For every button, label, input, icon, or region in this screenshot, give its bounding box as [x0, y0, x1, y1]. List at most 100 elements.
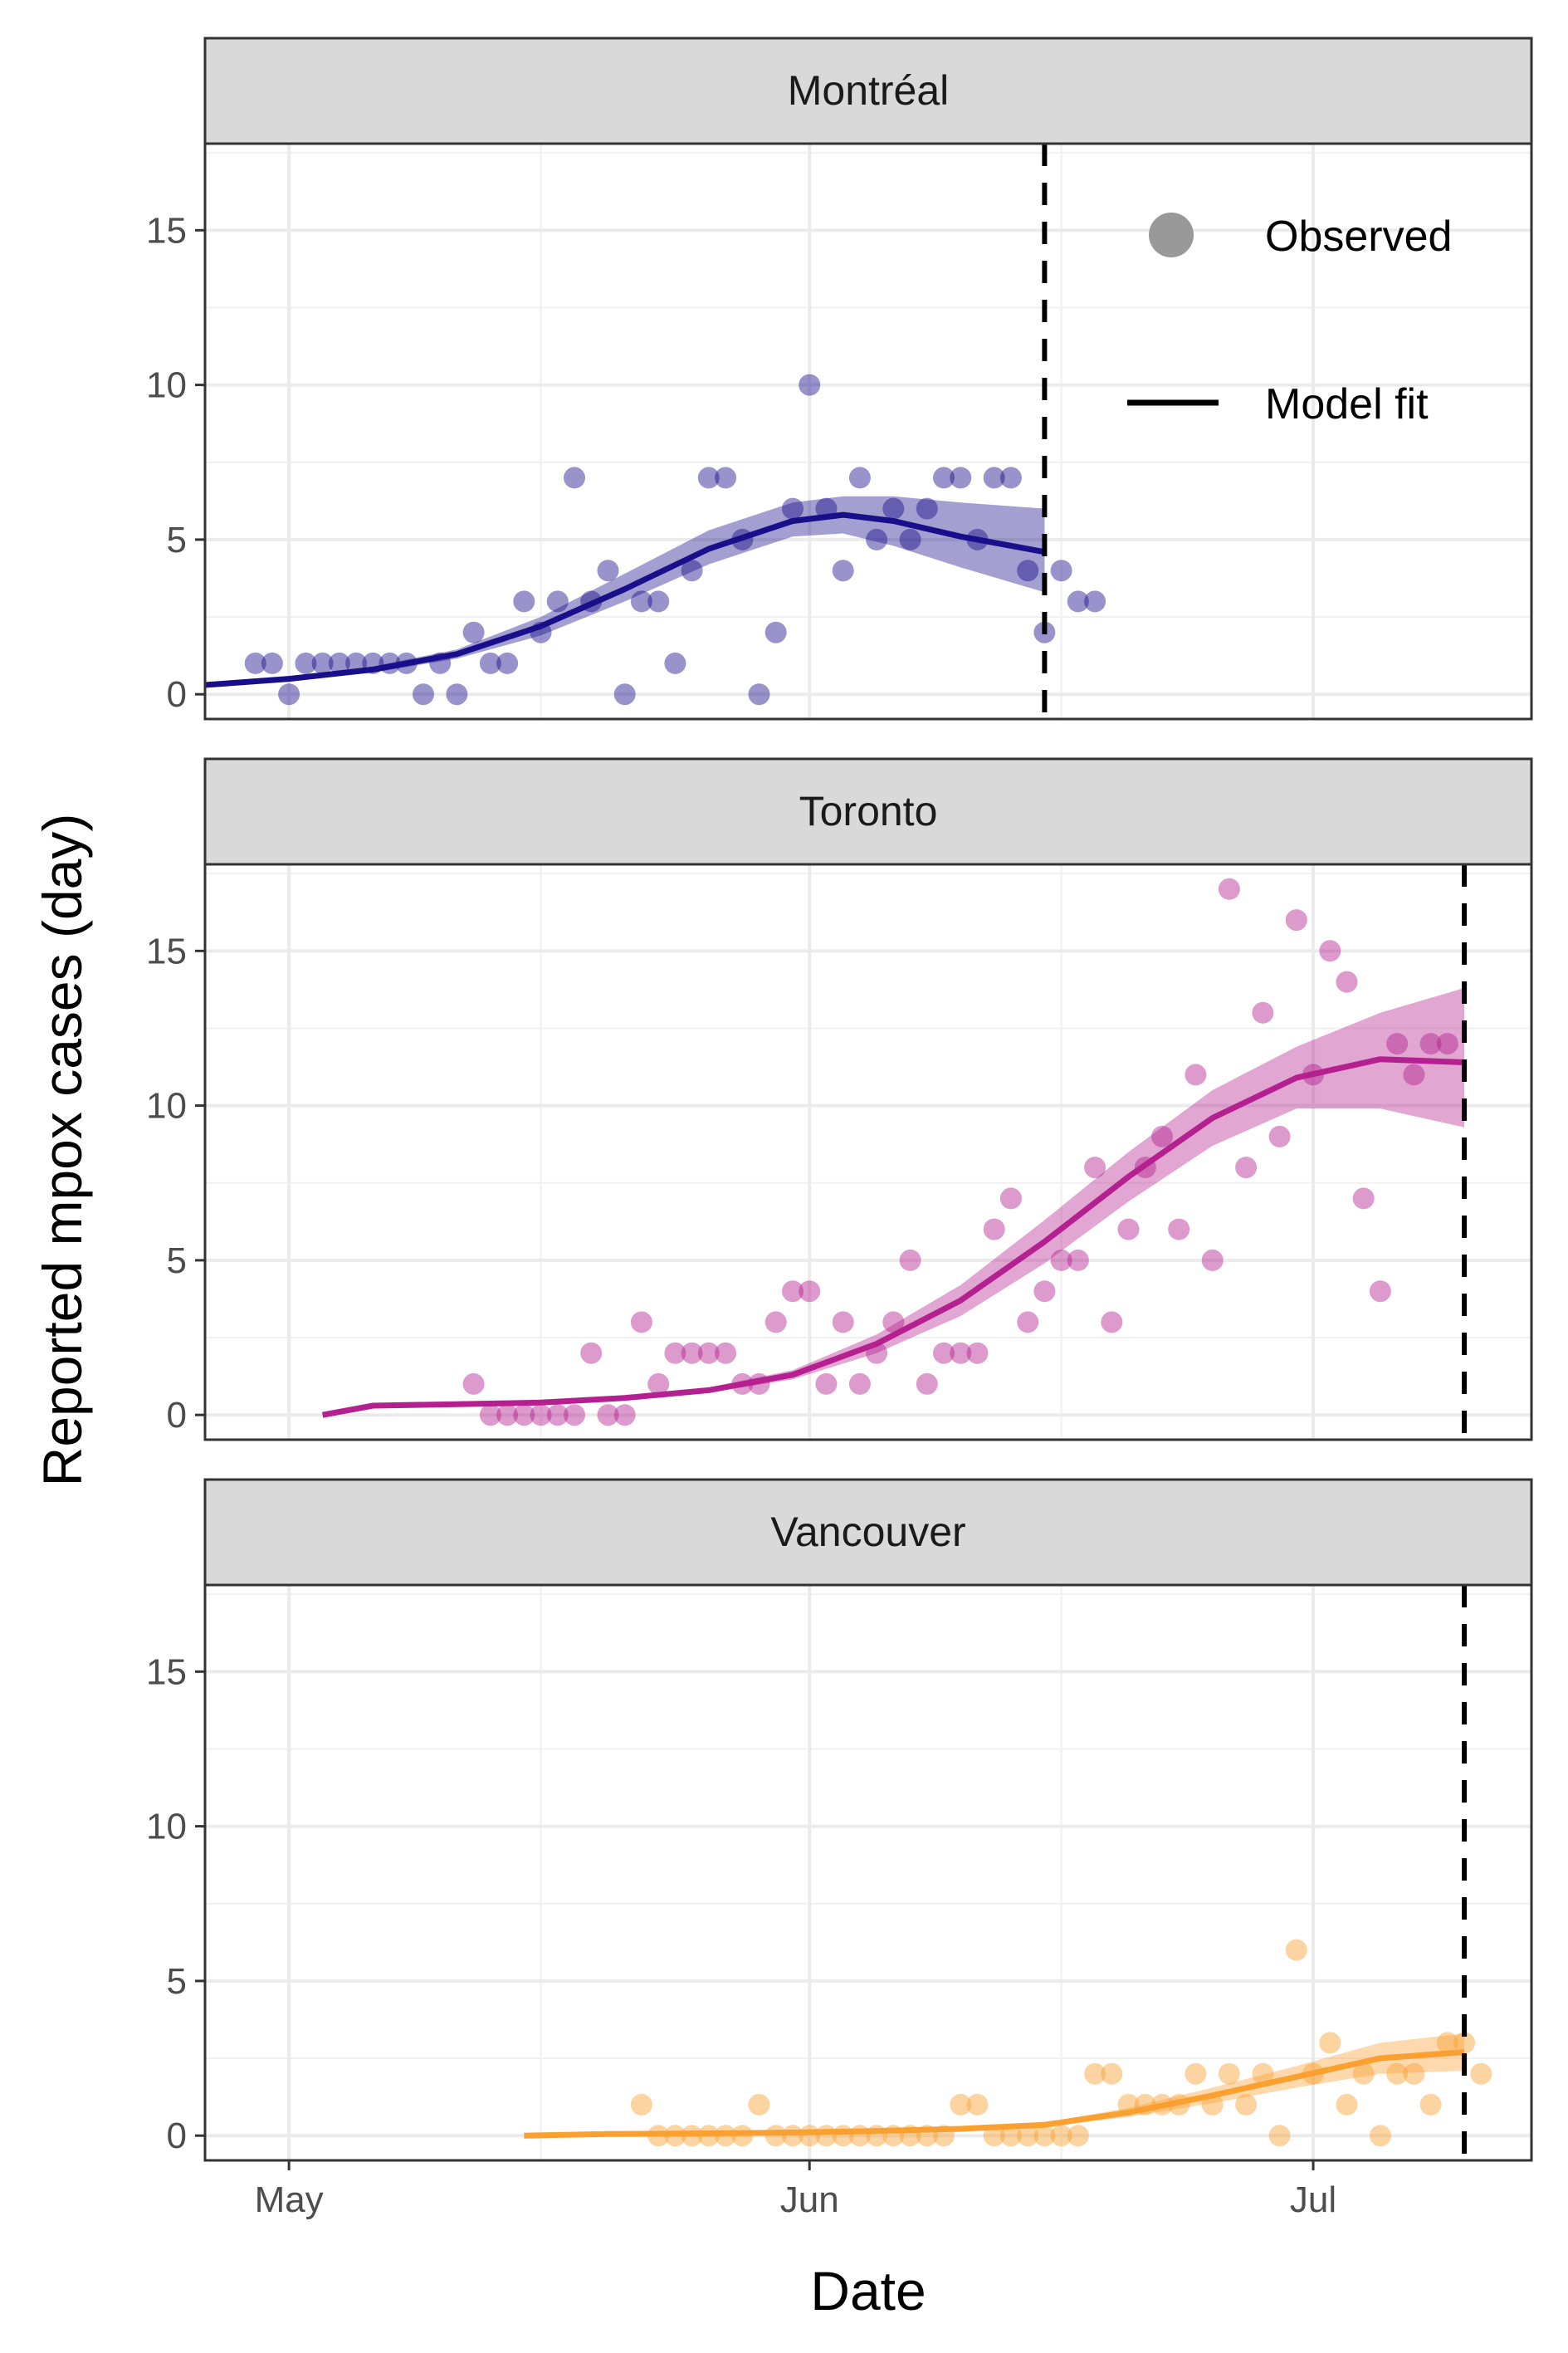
y-axis-title: Reported mpox cases (day) [32, 814, 93, 1487]
observed-point [513, 1404, 535, 1426]
observed-point [647, 590, 670, 613]
observed-point [1084, 2062, 1106, 2085]
observed-point [1017, 1311, 1039, 1333]
observed-point [1185, 2062, 1207, 2085]
observed-point [1067, 590, 1089, 613]
observed-point [899, 528, 921, 550]
observed-point [983, 467, 1005, 489]
observed-point [613, 683, 636, 706]
observed-point [479, 1404, 501, 1426]
observed-point [697, 467, 720, 489]
y-tick-label: 10 [146, 1807, 187, 1847]
observed-point [564, 1404, 585, 1426]
observed-point [999, 1187, 1022, 1210]
observed-point [832, 560, 854, 582]
observed-point [295, 652, 317, 674]
observed-point [1352, 1187, 1375, 1210]
observed-point [244, 652, 266, 674]
observed-point [1419, 2093, 1442, 2116]
observed-point [1352, 2062, 1375, 2085]
observed-point [1168, 1218, 1190, 1240]
y-tick-label: 10 [146, 365, 187, 406]
y-tick-label: 0 [167, 674, 187, 715]
observed-point [664, 652, 686, 674]
observed-point [597, 560, 619, 582]
observed-point [1268, 1125, 1291, 1147]
panel-border [203, 863, 1533, 1441]
observed-point [748, 683, 770, 706]
observed-point [899, 1249, 921, 1271]
strip-label: Vancouver [770, 1509, 965, 1555]
x-tick-label: Jul [1290, 2179, 1336, 2220]
observed-point [1369, 1280, 1391, 1303]
observed-point [1386, 1033, 1409, 1055]
observed-point [1117, 1218, 1140, 1240]
observed-point [530, 1404, 552, 1426]
observed-point [1084, 1157, 1106, 1179]
observed-point [933, 1342, 955, 1364]
observed-point [1319, 940, 1341, 962]
plot-background [205, 144, 1531, 719]
y-tick-label: 15 [146, 1651, 187, 1692]
fit-line [321, 1056, 1465, 1418]
observed-point [564, 467, 585, 489]
observed-point [1419, 1033, 1442, 1055]
fit-ribbon [322, 988, 1465, 1416]
observed-point [1033, 1280, 1056, 1303]
legend: Observed Model fit [1127, 213, 1452, 428]
observed-point [664, 1342, 686, 1364]
observed-point [815, 1372, 838, 1395]
observed-point [882, 1311, 905, 1333]
observed-point [496, 652, 519, 674]
observed-point [261, 652, 283, 674]
observed-point [966, 2093, 989, 2116]
strip-background [203, 37, 1533, 145]
observed-point [933, 467, 955, 489]
observed-point [311, 652, 334, 674]
observed-point [1050, 1249, 1072, 1271]
observed-point [1403, 2062, 1425, 2085]
strip-background [203, 757, 1533, 866]
observed-point [630, 2093, 652, 2116]
observed-point [1050, 560, 1072, 582]
y-tick-label: 15 [146, 210, 187, 251]
observed-point [479, 652, 501, 674]
x-axis: May Jun Jul [255, 2160, 1336, 2220]
observed-point [866, 528, 888, 550]
y-tick-label: 5 [167, 1240, 187, 1281]
observed-point [848, 1372, 871, 1395]
observed-point [1050, 2125, 1072, 2147]
legend-point-key [1149, 213, 1194, 257]
observed-point [597, 1404, 619, 1426]
observed-point [916, 497, 938, 520]
observed-point [1285, 1939, 1307, 1961]
panel-border [203, 142, 1533, 721]
observed-point [1268, 2125, 1291, 2147]
observed-point [630, 590, 652, 613]
observed-point [1067, 2125, 1089, 2147]
observed-point [916, 1372, 938, 1395]
observed-point [446, 683, 468, 706]
observed-point [1336, 971, 1358, 993]
observed-point [1453, 2032, 1476, 2054]
observed-point [580, 1342, 603, 1364]
observed-point [782, 1280, 804, 1303]
observed-point [1319, 2032, 1341, 2054]
panel-toronto: Toronto 0 5 10 15 [146, 757, 1533, 1441]
observed-point [1218, 878, 1240, 900]
observed-point [1101, 1311, 1123, 1333]
observed-point [462, 621, 485, 643]
observed-point [966, 1342, 989, 1364]
observed-point [832, 1311, 854, 1333]
observed-point [1369, 2125, 1391, 2147]
observed-point [546, 1404, 569, 1426]
observed-point [1033, 2125, 1056, 2147]
observed-point [1386, 2062, 1409, 2085]
strip-background [203, 1478, 1533, 1587]
panel-montreal: Montréal 0 5 10 15 [146, 37, 1533, 721]
observed-point [630, 1311, 652, 1333]
y-tick-label: 0 [167, 2116, 187, 2156]
observed-point [1285, 909, 1307, 932]
observed-point [1235, 2093, 1258, 2116]
observed-point [799, 1280, 821, 1303]
